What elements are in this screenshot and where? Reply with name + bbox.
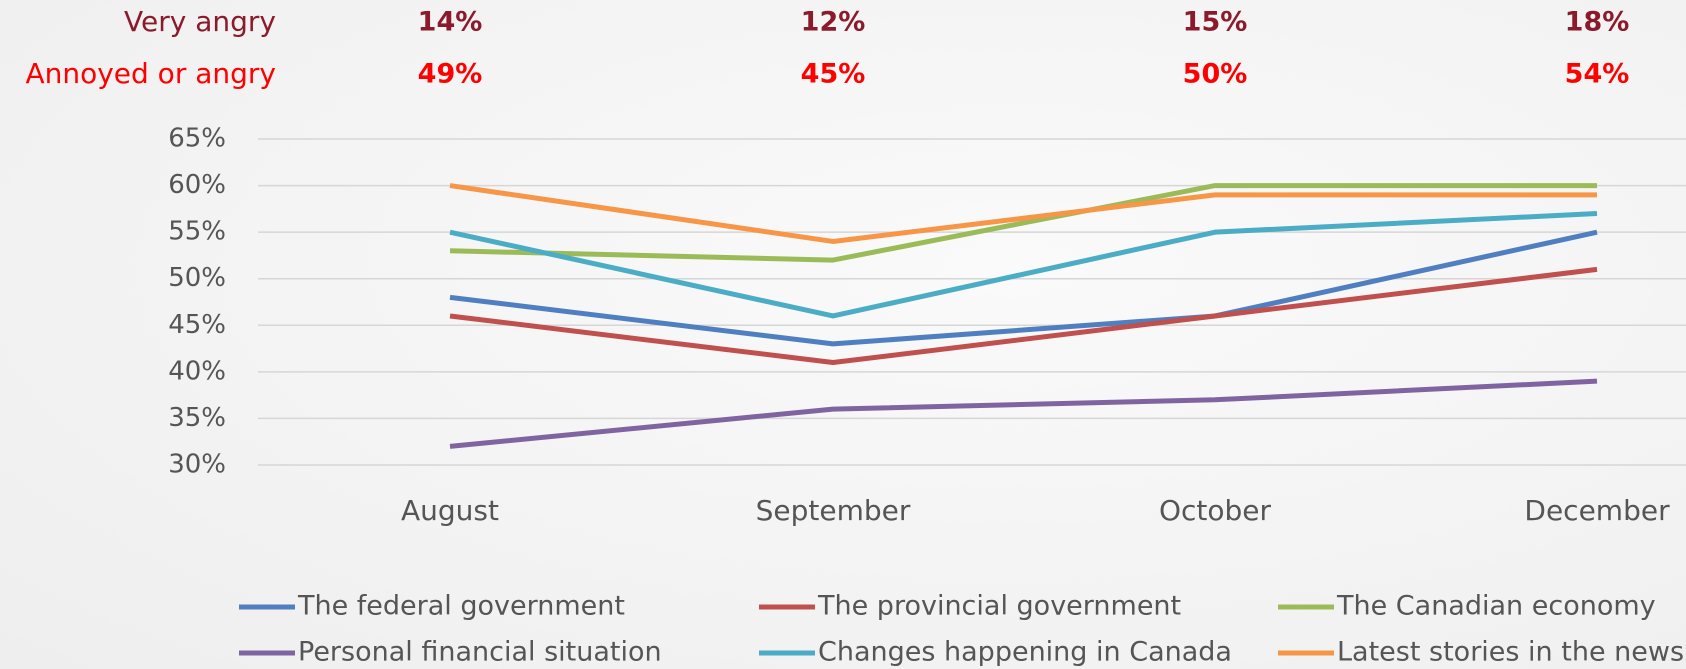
legend-label: Changes happening in Canada [818, 637, 1232, 668]
y-tick-label: 45% [168, 310, 226, 340]
series-line [449, 266, 1598, 366]
x-tick-label: September [756, 494, 911, 527]
y-tick-label: 65% [168, 124, 226, 154]
y-tick-label: 35% [168, 403, 226, 433]
row-value: 50% [1183, 59, 1248, 90]
series-line [449, 378, 1598, 449]
series-line [449, 183, 1597, 263]
y-tick-label: 30% [168, 450, 226, 480]
legend-label: The Canadian economy [1336, 591, 1656, 622]
legend-label: The federal government [297, 591, 625, 622]
legend-label: Latest stories in the news [1337, 637, 1684, 668]
y-tick-label: 60% [168, 170, 226, 200]
row-value: 15% [1183, 7, 1248, 38]
series-line [449, 211, 1598, 319]
row-value: 14% [418, 7, 483, 38]
row-label: Annoyed or angry [25, 57, 276, 90]
row-value: 49% [418, 59, 483, 90]
legend-label: The provincial government [817, 591, 1181, 622]
x-tick-label: August [401, 494, 499, 527]
y-tick-label: 40% [168, 356, 226, 386]
series-line [449, 229, 1598, 347]
row-value: 54% [1565, 59, 1630, 90]
legend-label: Personal financial situation [298, 637, 662, 668]
x-tick-label: October [1159, 494, 1272, 527]
y-tick-label: 55% [168, 217, 226, 247]
y-tick-label: 50% [168, 263, 226, 293]
row-label: Very angry [124, 5, 276, 38]
row-value: 12% [801, 7, 866, 38]
x-tick-label: December [1524, 494, 1670, 527]
row-value: 18% [1565, 7, 1630, 38]
row-value: 45% [801, 59, 866, 90]
series-line [449, 183, 1597, 244]
